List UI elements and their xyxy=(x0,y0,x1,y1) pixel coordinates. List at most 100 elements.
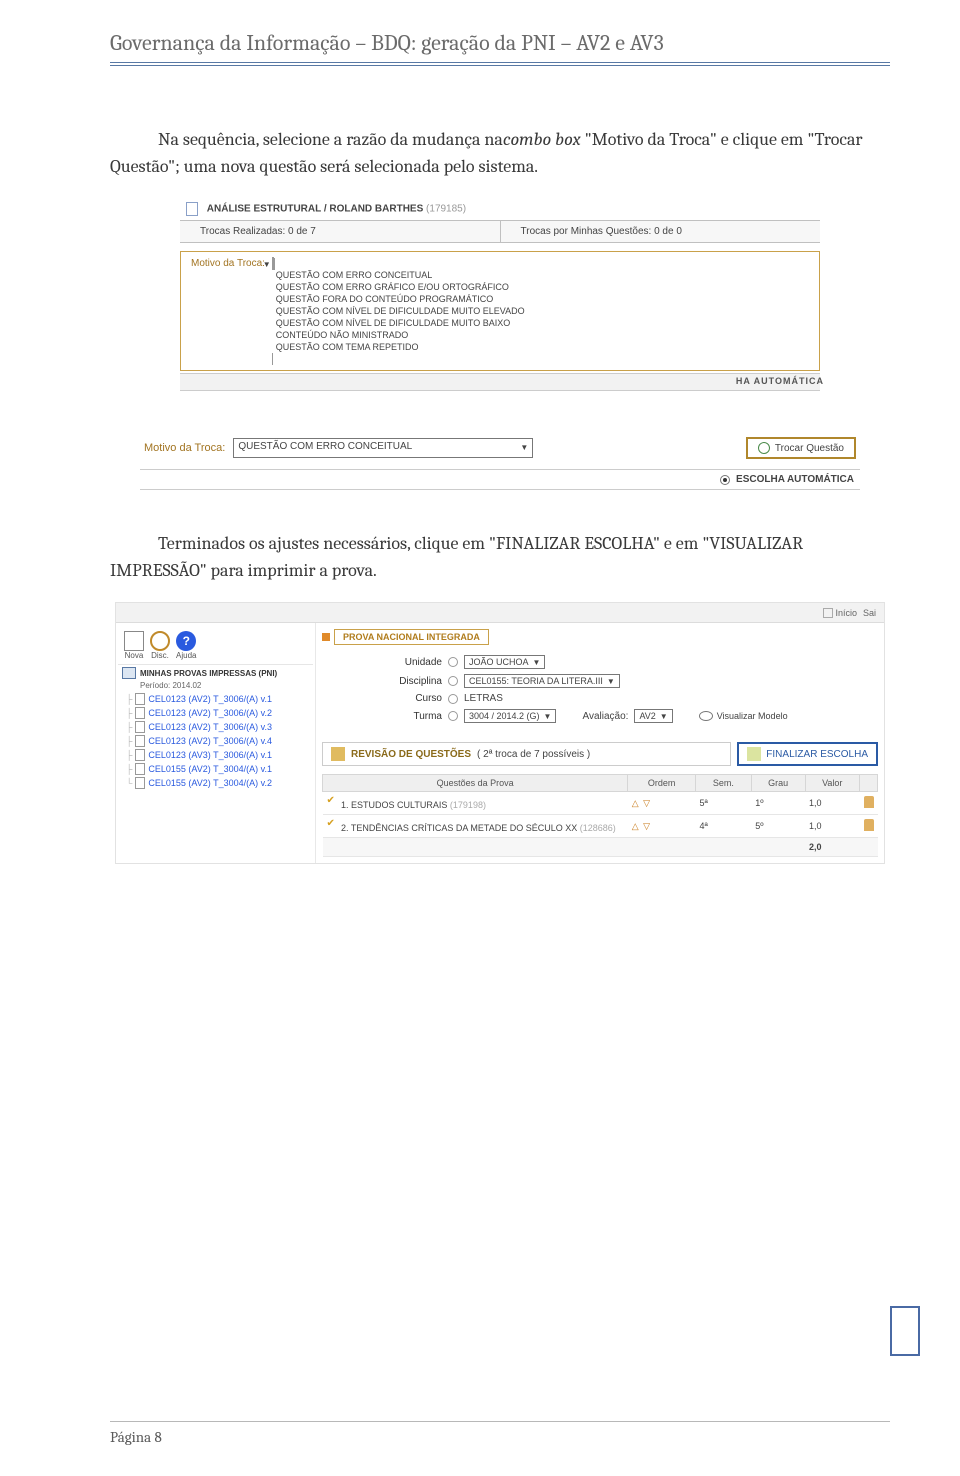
escolha-automatica-label: ESCOLHA AUTOMÁTICA xyxy=(736,474,854,485)
trocar-btn-label: Trocar Questão xyxy=(775,443,844,454)
auto-badge-partial: HA AUTOMÁTICA xyxy=(736,376,824,386)
motivo-select[interactable]: QUESTÃO COM ERRO CONCEITUAL ▼ xyxy=(233,438,533,458)
header-rule xyxy=(110,62,890,66)
revisao-count: ( 2ª troca de 7 possíveis ) xyxy=(477,749,590,760)
collapse-icon[interactable] xyxy=(448,676,458,686)
collapse-icon[interactable] xyxy=(448,711,458,721)
intro-paragraph-2: Terminados os ajustes necessários, cliqu… xyxy=(110,530,890,584)
turma-select[interactable]: 3004 / 2014.2 (G)▼ xyxy=(464,709,556,723)
document-icon xyxy=(186,202,198,216)
visualizar-modelo-button[interactable]: Visualizar Modelo xyxy=(699,711,788,721)
trocar-questao-button[interactable]: Trocar Questão xyxy=(746,437,856,459)
tree-item[interactable]: ├CEL0123 (AV2) T_3006/(A) v.4 xyxy=(126,734,311,748)
p2-text: Terminados os ajustes necessários, cliqu… xyxy=(110,530,890,584)
tab-icon xyxy=(322,633,330,641)
motivo-label: Motivo da Troca: xyxy=(191,258,265,269)
option-1[interactable]: QUESTÃO COM ERRO GRÁFICO E/OU ORTOGRÁFIC… xyxy=(272,281,572,293)
check-icon xyxy=(327,819,339,831)
option-5[interactable]: CONTEÚDO NÃO MINISTRADO xyxy=(272,329,572,341)
new-doc-icon xyxy=(124,631,144,651)
col-sem: Sem. xyxy=(696,775,752,792)
chevron-down-icon: ▼ xyxy=(520,443,528,452)
tree-item[interactable]: └CEL0155 (AV2) T_3004/(A) v.2 xyxy=(126,776,311,790)
radio-selected-icon[interactable] xyxy=(720,475,730,485)
page-header-title: Governança da Informação – BDQ: geração … xyxy=(110,30,890,62)
trocas-realizadas: Trocas Realizadas: 0 de 7 xyxy=(180,221,501,242)
tree-item[interactable]: ├CEL0123 (AV3) T_3006/(A) v.1 xyxy=(126,748,311,762)
reorder-icon[interactable]: △ ▽ xyxy=(632,798,651,808)
tree-item[interactable]: ├CEL0123 (AV2) T_3006/(A) v.1 xyxy=(126,692,311,706)
intro-paragraph-1: Na sequência, selecione a razão da mudan… xyxy=(110,126,890,180)
doc-code: (179185) xyxy=(426,204,466,215)
option-4[interactable]: QUESTÃO COM NÍVEL DE DIFICULDADE MUITO B… xyxy=(272,317,572,329)
avaliacao-select[interactable]: AV2▼ xyxy=(634,709,672,723)
help-icon: ? xyxy=(176,631,196,651)
screenshot-motivo-dropdown: ANÁLISE ESTRUTURAL / ROLAND BARTHES (179… xyxy=(180,198,820,391)
topbar-sair[interactable]: Sai xyxy=(863,608,876,618)
revisao-label: REVISÃO DE QUESTÕES xyxy=(351,749,471,760)
screenshot-motivo-selected: Motivo da Troca: QUESTÃO COM ERRO CONCEI… xyxy=(140,431,860,490)
check-icon xyxy=(327,796,339,808)
sidebar: Nova Disc. ?Ajuda MINHAS PROVAS IMPRESSA… xyxy=(116,623,316,863)
review-icon xyxy=(331,747,345,761)
collapse-icon[interactable] xyxy=(448,694,458,704)
page-number: Página 8 xyxy=(110,1422,890,1446)
curso-label: Curso xyxy=(382,693,442,704)
curso-value: LETRAS xyxy=(464,693,503,704)
turma-label: Turma xyxy=(382,711,442,722)
periodo: Período: 2014.02 xyxy=(118,681,313,690)
option-2[interactable]: QUESTÃO FORA DO CONTEÚDO PROGRAMÁTICO xyxy=(272,293,572,305)
unidade-label: Unidade xyxy=(382,657,442,668)
tree-item[interactable]: ├CEL0123 (AV2) T_3006/(A) v.3 xyxy=(126,720,311,734)
disc-icon xyxy=(150,631,170,651)
doc-icon xyxy=(135,777,145,789)
total-row: 2,0 xyxy=(323,838,878,857)
col-valor: Valor xyxy=(805,775,859,792)
nova-button[interactable]: Nova xyxy=(124,631,144,660)
home-icon xyxy=(823,608,833,618)
trocas-minhas: Trocas por Minhas Questões: 0 de 0 xyxy=(501,221,821,242)
refresh-icon xyxy=(758,442,770,454)
placeholder-box xyxy=(890,1306,920,1356)
reorder-icon[interactable]: △ ▽ xyxy=(632,821,651,831)
finalizar-escolha-button[interactable]: FINALIZAR ESCOLHA xyxy=(737,742,878,766)
disc-button[interactable]: Disc. xyxy=(150,631,170,660)
option-6[interactable]: QUESTÃO COM TEMA REPETIDO xyxy=(272,341,572,353)
motivo-selected-value: QUESTÃO COM ERRO CONCEITUAL xyxy=(238,441,412,452)
doc-title: ANÁLISE ESTRUTURAL / ROLAND BARTHES xyxy=(207,204,423,215)
table-row[interactable]: 2. TENDÊNCIAS CRÍTICAS DA METADE DO SÉCU… xyxy=(323,815,878,838)
doc-icon xyxy=(135,693,145,705)
revisao-bar: REVISÃO DE QUESTÕES ( 2ª troca de 7 poss… xyxy=(322,742,731,766)
avaliacao-label: Avaliação: xyxy=(582,711,628,722)
monitor-icon xyxy=(122,667,136,679)
tree-item[interactable]: ├CEL0155 (AV2) T_3004/(A) v.1 xyxy=(126,762,311,776)
col-grau: Grau xyxy=(751,775,805,792)
p1-span-b: combo box xyxy=(503,129,581,150)
option-0[interactable]: QUESTÃO COM ERRO CONCEITUAL xyxy=(272,269,572,281)
screenshot-finalizar: Início Sai Nova Disc. ?Ajuda MINHAS PROV… xyxy=(115,602,885,864)
motivo-label-2: Motivo da Troca: xyxy=(144,442,225,454)
disciplina-label: Disciplina xyxy=(382,676,442,687)
finalize-icon xyxy=(747,747,761,761)
topbar-inicio[interactable]: Início xyxy=(823,608,857,618)
col-questoes: Questões da Prova xyxy=(323,775,628,792)
side-title: MINHAS PROVAS IMPRESSAS (PNI) xyxy=(140,669,277,678)
unidade-select[interactable]: JOÃO UCHOA▼ xyxy=(464,655,545,669)
disciplina-select[interactable]: CEL0155: TEORIA DA LITERA.III▼ xyxy=(464,674,620,688)
person-icon xyxy=(864,819,874,831)
ajuda-button[interactable]: ?Ajuda xyxy=(176,631,196,660)
doc-icon xyxy=(135,707,145,719)
option-3[interactable]: QUESTÃO COM NÍVEL DE DIFICULDADE MUITO E… xyxy=(272,305,572,317)
chevron-down-icon: ▼ xyxy=(263,260,271,269)
collapse-icon[interactable] xyxy=(448,657,458,667)
table-row[interactable]: 1. ESTUDOS CULTURAIS (179198) △ ▽ 5ª1º1,… xyxy=(323,792,878,815)
doc-icon xyxy=(135,749,145,761)
p1-span-a: Na sequência, selecione a razão da mudan… xyxy=(110,126,503,153)
finalizar-label: FINALIZAR ESCOLHA xyxy=(766,749,868,760)
doc-icon xyxy=(135,763,145,775)
person-icon xyxy=(864,796,874,808)
tree-item[interactable]: ├CEL0123 (AV2) T_3006/(A) v.2 xyxy=(126,706,311,720)
questoes-table: Questões da Prova Ordem Sem. Grau Valor … xyxy=(322,774,878,857)
motivo-select-open[interactable]: ▼ QUESTÃO COM ERRO CONCEITUAL QUESTÃO CO… xyxy=(272,258,572,364)
pni-tab: PROVA NACIONAL INTEGRADA xyxy=(334,629,489,645)
